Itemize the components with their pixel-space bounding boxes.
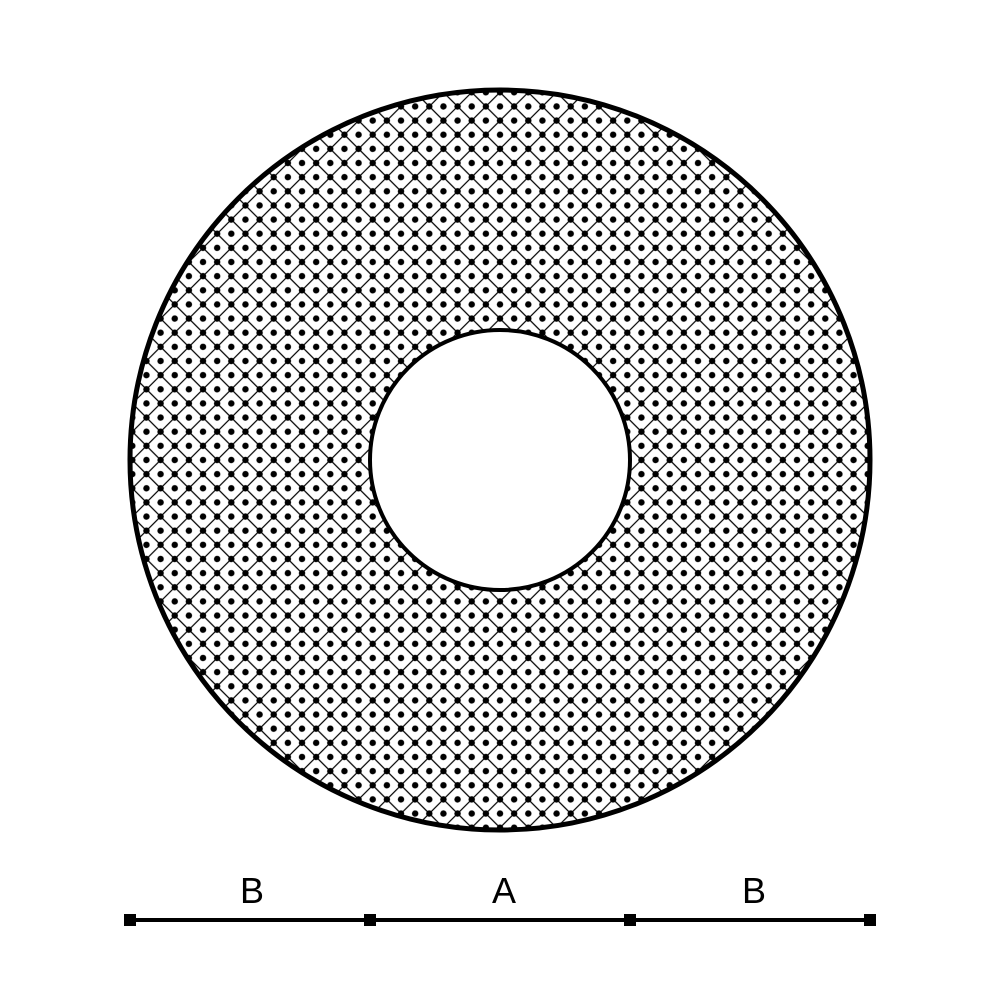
dimension-tick-1	[364, 914, 376, 926]
diagram-stage: B A B	[0, 0, 1000, 1000]
diagram-svg	[0, 0, 1000, 1000]
dimension-tick-3	[864, 914, 876, 926]
dimension-tick-0	[124, 914, 136, 926]
dimension-label-a: A	[492, 870, 516, 912]
dimension-label-b-right: B	[742, 870, 766, 912]
dimension-tick-2	[624, 914, 636, 926]
annulus-hatch	[0, 0, 1000, 1000]
dimension-label-b-left: B	[240, 870, 264, 912]
